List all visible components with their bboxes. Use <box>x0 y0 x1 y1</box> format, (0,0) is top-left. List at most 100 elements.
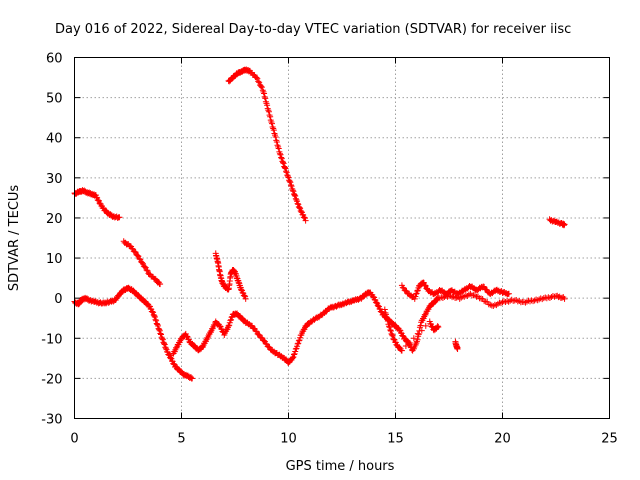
y-tick-label: 20 <box>46 212 63 227</box>
y-tick-label: 0 <box>54 292 62 307</box>
data-point <box>154 322 161 329</box>
data-point <box>561 221 568 228</box>
data-point <box>264 102 271 109</box>
series-arc-4 <box>546 216 568 229</box>
data-point <box>410 335 417 342</box>
data-point <box>278 154 285 161</box>
data-point <box>268 120 275 127</box>
data-point <box>157 330 164 337</box>
grid <box>74 57 610 419</box>
series-arc-5 <box>71 284 196 382</box>
data-point <box>280 160 287 167</box>
data-point <box>434 323 441 330</box>
data-point <box>279 159 286 166</box>
plot-frame <box>74 57 610 419</box>
data-point <box>257 83 264 90</box>
data-point <box>242 295 249 302</box>
data-point <box>156 326 163 333</box>
series-arc-8 <box>398 279 512 302</box>
data-point <box>285 174 292 181</box>
data-point <box>292 346 299 353</box>
data-point <box>398 347 405 354</box>
data-point <box>262 98 269 105</box>
data-point <box>150 309 157 316</box>
data-point <box>156 327 163 334</box>
data-point <box>271 130 278 137</box>
data-point <box>414 336 421 343</box>
data-point <box>289 187 296 194</box>
x-tick-label: 0 <box>70 432 78 447</box>
data-point <box>139 259 146 266</box>
data-point <box>267 113 274 120</box>
data-point <box>414 287 421 294</box>
data-point <box>132 249 139 256</box>
data-point <box>561 295 568 302</box>
data-point <box>255 78 262 85</box>
data-point <box>295 337 302 344</box>
data-point <box>225 322 232 329</box>
data-point <box>418 327 425 334</box>
data-point <box>270 127 277 134</box>
series-arc-7 <box>212 250 249 302</box>
series-arc-9 <box>381 306 442 354</box>
series-arc-2 <box>120 238 164 288</box>
data-point <box>387 328 394 335</box>
data-point <box>415 331 422 338</box>
data-point <box>262 95 269 102</box>
data-point <box>381 306 388 313</box>
data-point <box>283 168 290 175</box>
data-point <box>412 291 419 298</box>
data-point <box>264 105 271 112</box>
data-point <box>275 143 282 150</box>
data-point <box>275 145 282 152</box>
data-point <box>167 354 174 361</box>
data-point <box>134 252 141 259</box>
data-point <box>435 323 442 330</box>
data-point <box>256 79 263 86</box>
data-point <box>261 90 268 97</box>
y-axis-label: SDTVAR / TECUs <box>7 185 22 292</box>
data-point <box>153 317 160 324</box>
data-point <box>253 74 260 81</box>
data-point <box>161 341 168 348</box>
data-point <box>296 204 303 211</box>
data-point <box>291 351 298 358</box>
y-tick-label: -30 <box>41 413 62 428</box>
data-point <box>159 335 166 342</box>
data-point <box>274 142 281 149</box>
data-point <box>291 192 298 199</box>
series-arc-1 <box>71 187 123 221</box>
data-point <box>158 331 165 338</box>
series-arc-6 <box>169 289 568 366</box>
data-point <box>282 165 289 172</box>
data-point <box>384 317 391 324</box>
x-tick-label: 5 <box>177 432 185 447</box>
y-tick-label: -20 <box>41 372 62 387</box>
data-point <box>302 217 309 224</box>
data-point <box>383 311 390 318</box>
data-point <box>413 340 420 347</box>
data-point <box>283 169 290 176</box>
data-point <box>284 173 291 180</box>
y-tick-label: 10 <box>46 252 63 267</box>
data-point <box>287 182 294 189</box>
data-point <box>289 354 296 361</box>
data-point <box>162 345 169 352</box>
y-tick-label: 60 <box>46 52 63 67</box>
data-point <box>136 255 143 262</box>
y-tick-label: 40 <box>46 132 63 147</box>
data-point <box>152 316 159 323</box>
data-point <box>141 263 148 270</box>
data-point <box>290 188 297 195</box>
data-point <box>281 164 288 171</box>
series-arc-3 <box>225 66 309 224</box>
data-point <box>151 313 158 320</box>
x-tick-label: 20 <box>494 432 511 447</box>
x-tick-label: 25 <box>601 432 618 447</box>
chart-title: Day 016 of 2022, Sidereal Day-to-day VTE… <box>55 22 571 37</box>
x-tick-labels: 0 5 10 15 20 25 <box>70 432 617 447</box>
data-point <box>288 183 295 190</box>
data-point <box>295 203 302 210</box>
data-point <box>154 321 161 328</box>
data-point <box>258 84 265 91</box>
